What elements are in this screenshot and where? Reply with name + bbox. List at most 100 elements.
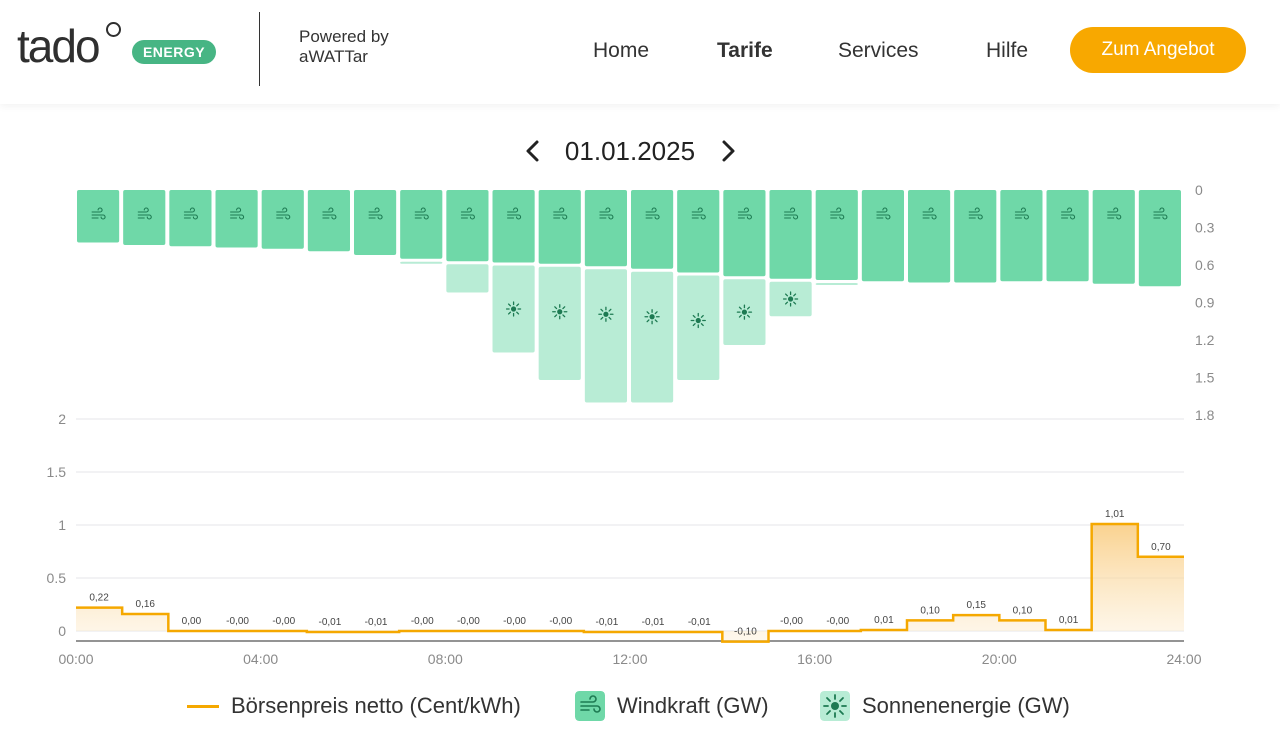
generation-axis-tick: 1.5 (1195, 370, 1215, 386)
wind-bar (769, 190, 812, 279)
wind-bar (1046, 190, 1089, 282)
wind-icon (414, 207, 429, 220)
generation-axis-tick: 0 (1195, 182, 1203, 198)
nav-services[interactable]: Services (838, 39, 919, 62)
wind-bar (261, 190, 304, 249)
wind-icon (368, 207, 383, 220)
sun-icon (736, 304, 753, 320)
selected-date: 01.01.2025 (564, 136, 696, 166)
logo-degree-mark (106, 22, 121, 37)
wind-icon (645, 207, 660, 220)
wind-icon (230, 207, 245, 220)
wind-icon (784, 207, 799, 220)
wind-bar (584, 190, 627, 267)
wind-bar (492, 190, 535, 263)
price-data-label: -0,00 (226, 616, 249, 627)
wind-bar (815, 190, 858, 280)
chevron-right-icon[interactable] (713, 136, 743, 166)
date-navigation: 01.01.2025 (0, 132, 1280, 172)
price-data-label: 1,01 (1105, 509, 1125, 520)
legend-item-wind[interactable]: Windkraft (GW) (575, 688, 769, 724)
price-data-label: -0,00 (503, 616, 526, 627)
sun-bar (584, 269, 627, 403)
wind-icon (1061, 207, 1076, 220)
price-data-label: -0,00 (780, 616, 803, 627)
price-data-label: 0,00 (182, 616, 202, 627)
sun-bar (538, 266, 581, 380)
time-axis-tick: 08:00 (428, 651, 463, 667)
sun-icon (552, 304, 568, 320)
legend-item-sun[interactable]: Sonnenenergie (GW) (820, 688, 1070, 724)
wind-icon (922, 207, 937, 220)
price-data-label: -0,00 (549, 616, 572, 627)
price-axis-tick: 1.5 (47, 464, 67, 480)
nav-hilfe[interactable]: Hilfe (986, 39, 1029, 62)
generation-axis-tick: 0.6 (1195, 257, 1215, 273)
wind-bar (215, 190, 258, 248)
generation-axis-tick: 0.3 (1195, 220, 1215, 236)
wind-icon (1153, 207, 1168, 220)
price-data-label: -0,01 (596, 617, 619, 628)
wind-icon (830, 207, 845, 220)
wind-icon (1107, 207, 1122, 220)
legend-label-price: Börsenpreis netto (Cent/kWh) (231, 693, 521, 718)
price-data-label: 0,01 (874, 615, 894, 626)
wind-bar (1138, 190, 1181, 287)
chart-legend: Börsenpreis netto (Cent/kWh) Windkraft (… (0, 688, 1280, 728)
price-data-label: 0,01 (1059, 615, 1079, 626)
wind-icon (876, 207, 891, 220)
price-data-label: -0,01 (688, 617, 711, 628)
sun-icon (505, 301, 522, 317)
wind-bar (1000, 190, 1043, 282)
price-data-label: -0,01 (319, 617, 342, 628)
wind-bar (538, 190, 581, 264)
wind-icon (575, 691, 605, 721)
price-data-label: 0,10 (1013, 605, 1033, 616)
wind-icon (276, 207, 291, 220)
wind-icon (322, 207, 337, 220)
time-axis-tick: 24:00 (1166, 651, 1201, 667)
nav-tarife[interactable]: Tarife (717, 39, 773, 62)
wind-bar (677, 190, 720, 273)
wind-icon (460, 207, 475, 220)
wind-bar (954, 190, 997, 283)
legend-label-sun: Sonnenenergie (GW) (862, 693, 1070, 718)
wind-icon (968, 207, 983, 220)
time-axis-tick: 16:00 (797, 651, 832, 667)
chevron-left-icon[interactable] (518, 136, 548, 166)
wind-icon (183, 207, 198, 220)
wind-bar (861, 190, 904, 282)
generation-axis-tick: 1.8 (1195, 407, 1215, 423)
price-data-label: -0,00 (272, 616, 295, 627)
powered-by-label: Powered by (299, 27, 389, 46)
sun-icon (820, 691, 850, 721)
wind-bar (1092, 190, 1135, 284)
time-axis-tick: 20:00 (982, 651, 1017, 667)
wind-icon (137, 207, 152, 220)
wind-bar (307, 190, 350, 252)
wind-bar (631, 190, 674, 269)
price-data-label: -0,00 (411, 616, 434, 627)
wind-bar (908, 190, 951, 283)
price-axis-tick: 0.5 (47, 570, 67, 586)
sun-bar (631, 271, 674, 403)
price-data-label: 0,10 (920, 605, 940, 616)
powered-by-brand: aWATTar (299, 47, 368, 66)
wind-icon (737, 207, 752, 220)
time-axis-tick: 04:00 (243, 651, 278, 667)
legend-item-price[interactable]: Börsenpreis netto (Cent/kWh) (187, 688, 521, 724)
tado-logo[interactable]: tado (17, 20, 101, 72)
price-data-label: 0,16 (136, 599, 156, 610)
wind-icon (553, 207, 568, 220)
offer-button[interactable]: Zum Angebot (1070, 27, 1246, 73)
price-axis-tick: 2 (58, 411, 66, 427)
sun-bar (400, 261, 443, 264)
energy-badge: ENERGY (132, 40, 216, 64)
wind-icon (599, 207, 614, 220)
nav-home[interactable]: Home (593, 39, 650, 62)
price-axis-tick: 0 (58, 623, 66, 639)
wind-icon (1014, 207, 1029, 220)
price-data-label: 0,15 (967, 600, 987, 611)
sun-icon (598, 306, 614, 322)
price-data-label: 0,70 (1151, 542, 1171, 553)
